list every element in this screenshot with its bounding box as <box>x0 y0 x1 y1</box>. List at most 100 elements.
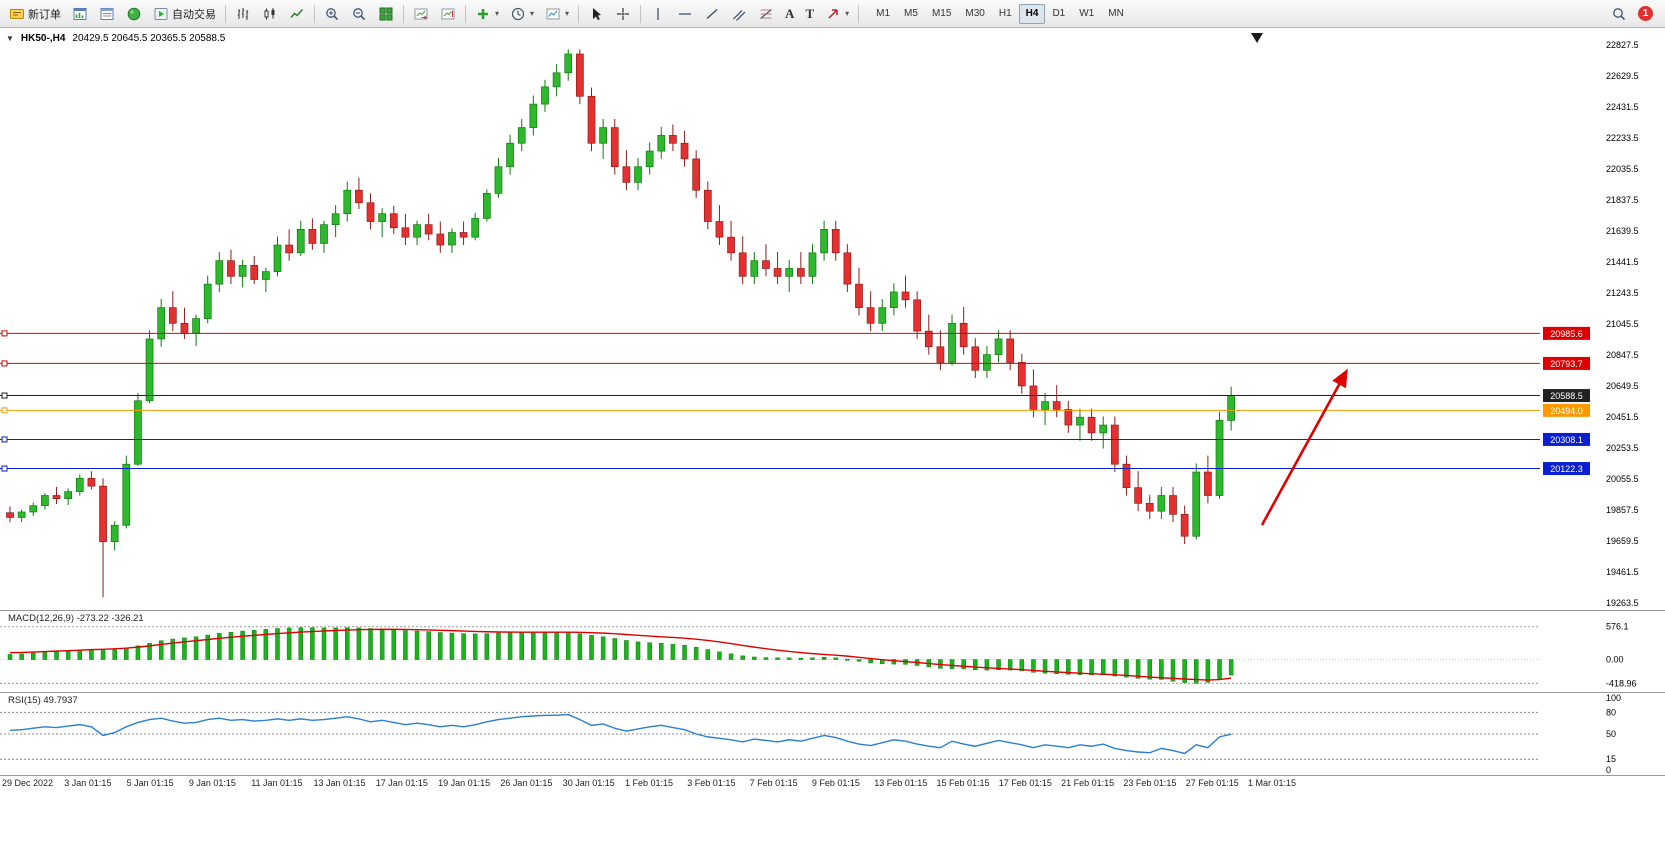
timeframe-button-h1[interactable]: H1 <box>992 4 1019 24</box>
level-anchor[interactable] <box>1 436 8 443</box>
time-axis-label: 13 Jan 01:15 <box>313 778 366 788</box>
macd-histogram-bar <box>984 659 990 671</box>
timeframe-button-m30[interactable]: M30 <box>958 4 991 24</box>
level-anchor[interactable] <box>1 330 8 337</box>
trend-arrow-annotation[interactable] <box>1260 368 1348 526</box>
timeframe-button-m5[interactable]: M5 <box>897 4 925 24</box>
time-axis[interactable]: 29 Dec 2022 3 Jan 01:15 5 Jan 01:15 9 Jan 0… <box>0 776 1665 792</box>
crosshair-button[interactable] <box>610 3 636 25</box>
main-toolbar: 新订单 自动交易 <box>0 0 1665 28</box>
candle-body <box>215 260 224 285</box>
collapse-icon[interactable]: ▼ <box>6 34 14 43</box>
main-chart-canvas[interactable]: 22827.5 22629.5 22431.5 22233.5 22035.5 21837… <box>0 28 1665 610</box>
time-axis-label: 15 Feb 01:15 <box>936 778 990 788</box>
channel-button[interactable] <box>726 3 752 25</box>
macd-histogram-bar <box>100 650 106 660</box>
price-axis-label: 19461.5 <box>1606 567 1639 577</box>
search-button[interactable] <box>1606 3 1632 25</box>
tile-windows-icon <box>379 7 393 20</box>
candle-body <box>796 268 805 277</box>
macd-histogram-bar <box>1054 659 1059 675</box>
macd-histogram-bar <box>1089 659 1094 676</box>
price-tag <box>1543 356 1590 370</box>
bars-chart-button[interactable] <box>230 3 256 25</box>
timeframe-button-mn[interactable]: MN <box>1101 4 1131 24</box>
price-axis-label: 20451.5 <box>1606 412 1639 422</box>
time-axis-label: 3 Feb 01:15 <box>687 778 736 788</box>
macd-histogram-bar <box>345 627 350 660</box>
timeframe-button-w1[interactable]: W1 <box>1072 4 1101 24</box>
level-anchor[interactable] <box>1 407 8 414</box>
data-window-button[interactable] <box>94 3 120 25</box>
macd-histogram-bar <box>1170 659 1176 682</box>
vertical-line-button[interactable] <box>645 3 671 25</box>
price-tag <box>1543 389 1590 403</box>
macd-axis-label: -418.96 <box>1606 678 1637 688</box>
macd-histogram-bar <box>251 629 257 660</box>
auto-trading-button[interactable]: 自动交易 <box>148 3 221 25</box>
candle-body <box>1017 362 1026 387</box>
timeframe-button-d1[interactable]: D1 <box>1045 4 1072 24</box>
candle-body <box>227 260 235 277</box>
arrows-button[interactable]: ▾ <box>820 3 854 25</box>
dropdown-caret[interactable]: ▾ <box>495 9 500 18</box>
macd-histogram-bar <box>565 632 571 660</box>
zoom-out-button[interactable] <box>346 3 372 25</box>
candle-body <box>1157 495 1166 512</box>
timeframe-button-m1[interactable]: M1 <box>869 4 897 24</box>
candles-chart-button[interactable] <box>257 3 283 25</box>
level-anchor[interactable] <box>1 392 8 399</box>
dropdown-caret[interactable]: ▾ <box>530 9 535 18</box>
macd-histogram-bar <box>1194 659 1199 684</box>
dropdown-caret[interactable]: ▾ <box>565 9 570 18</box>
periods-button[interactable]: ▾ <box>505 3 539 25</box>
panel-separator[interactable] <box>0 610 1665 611</box>
candle-body <box>192 318 200 334</box>
text-button[interactable]: A <box>780 3 799 25</box>
auto-scroll-button[interactable] <box>408 3 434 25</box>
trendline-button[interactable] <box>699 3 725 25</box>
candle-body <box>64 491 73 499</box>
templates-button[interactable]: ▾ <box>540 3 574 25</box>
time-axis-label: 9 Jan 01:15 <box>188 778 236 788</box>
macd-histogram-bar <box>1205 659 1211 683</box>
time-axis-label: 29 Dec 2022 <box>2 778 54 788</box>
macd-histogram-bar <box>705 649 711 660</box>
level-anchor[interactable] <box>1 360 8 367</box>
timeframe-button-m15[interactable]: M15 <box>925 4 958 24</box>
price-tag-label: 20588.5 <box>1550 391 1583 401</box>
candle-body <box>541 86 549 105</box>
candle-body <box>680 142 689 160</box>
candle-body <box>17 511 26 518</box>
macd-histogram-bar <box>961 659 966 670</box>
toolbar-separator <box>314 4 315 23</box>
chart-shift-button[interactable] <box>435 3 461 25</box>
macd-histogram-bar <box>635 641 641 660</box>
label-button[interactable]: T <box>800 3 819 25</box>
zoom-in-button[interactable] <box>319 3 345 25</box>
tile-windows-button[interactable] <box>373 3 399 25</box>
panel-separator[interactable] <box>0 692 1665 693</box>
new-order-button[interactable]: 新订单 <box>4 3 66 25</box>
fibonacci-button[interactable] <box>753 3 779 25</box>
candle-body <box>87 477 96 487</box>
dropdown-caret[interactable]: ▾ <box>845 9 850 18</box>
macd-histogram-bar <box>612 638 618 660</box>
indicators-icon <box>478 8 488 19</box>
level-anchor[interactable] <box>1 465 8 472</box>
navigator-button[interactable] <box>121 3 147 25</box>
macd-histogram-bar <box>54 651 59 660</box>
macd-histogram-bar <box>752 656 757 660</box>
timeframe-button-h4[interactable]: H4 <box>1018 3 1046 24</box>
line-chart-button[interactable] <box>284 3 310 25</box>
market-watch-button[interactable] <box>67 3 93 25</box>
rsi-label: RSI(15) 49.7937 <box>8 695 78 706</box>
rsi-panel-canvas[interactable]: 100 80 50 150 <box>0 693 1665 775</box>
indicators-button[interactable]: ▾ <box>470 3 504 25</box>
notification-badge[interactable]: 1 <box>1638 6 1653 21</box>
cursor-button[interactable] <box>583 3 609 25</box>
horizontal-line-button[interactable] <box>672 3 698 25</box>
macd-panel-canvas[interactable]: 576.1 0.00 -418.96 <box>0 611 1665 692</box>
time-axis-label: 3 Jan 01:15 <box>64 778 112 788</box>
macd-histogram-bar <box>775 657 780 660</box>
